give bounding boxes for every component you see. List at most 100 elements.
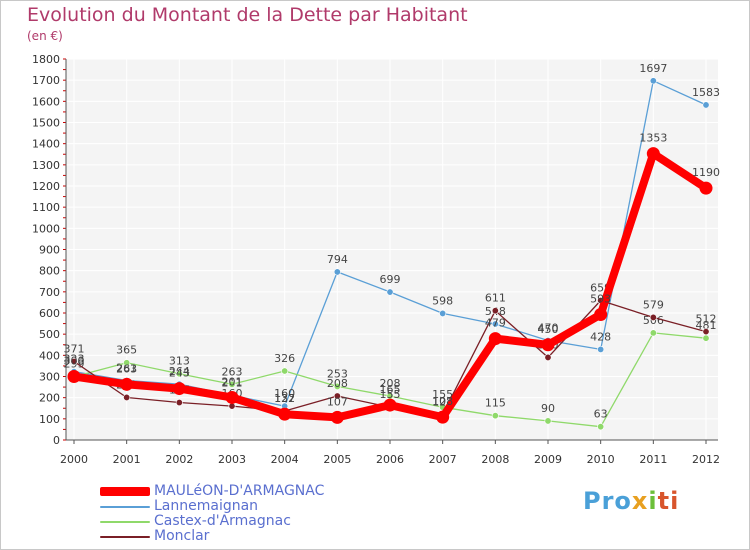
y-tick-label: 700	[39, 286, 60, 299]
legend-swatch	[100, 487, 150, 496]
x-tick-label: 2005	[323, 453, 351, 466]
data-point	[228, 380, 236, 388]
y-tick-label: 1000	[32, 222, 60, 235]
y-tick-label: 1200	[32, 180, 60, 193]
data-label: 115	[485, 397, 506, 410]
chart-subtitle: (en €)	[27, 29, 63, 43]
data-point	[646, 147, 660, 161]
data-point	[702, 328, 710, 336]
data-point	[278, 407, 292, 421]
proxiti-logo: Proxiti	[583, 487, 680, 515]
legend-item: Lannemaignan	[100, 499, 420, 514]
chart-legend: MAULéON-D'ARMAGNAC Lannemaignan Castex-d'A…	[100, 484, 420, 544]
data-label: 481	[696, 319, 717, 332]
data-label: 253	[327, 367, 348, 380]
x-tick-label: 2001	[113, 453, 141, 466]
legend-label: Castex-d'Armagnac	[154, 513, 291, 529]
chart-title: Evolution du Montant de la Dette par Hab…	[27, 4, 468, 26]
data-point	[491, 412, 499, 420]
y-tick-label: 900	[39, 244, 60, 257]
data-label: 263	[222, 365, 243, 378]
y-tick-label: 1300	[32, 159, 60, 172]
legend-item: MAULéON-D'ARMAGNAC	[100, 484, 420, 499]
x-tick-label: 2011	[639, 453, 667, 466]
data-label: 107	[327, 395, 348, 408]
data-point	[544, 417, 552, 425]
data-point	[333, 382, 341, 390]
data-point	[172, 382, 186, 396]
data-label: 160	[274, 387, 295, 400]
data-point	[383, 398, 397, 412]
data-label: 1583	[692, 86, 720, 99]
data-label: 470	[538, 322, 559, 335]
data-label: 208	[327, 377, 348, 390]
x-tick-label: 2002	[165, 453, 193, 466]
legend-swatch	[100, 520, 150, 523]
legend-item: Castex-d'Armagnac	[100, 514, 420, 529]
legend-item: Monclar	[100, 529, 420, 544]
data-label: 201	[222, 375, 243, 388]
data-point	[436, 410, 450, 424]
data-point	[175, 370, 183, 378]
data-label: 611	[485, 292, 506, 305]
data-label: 63	[594, 408, 608, 421]
y-tick-label: 300	[39, 371, 60, 384]
y-tick-label: 1700	[32, 74, 60, 87]
y-tick-label: 600	[39, 307, 60, 320]
data-point	[225, 390, 239, 404]
data-label: 243	[169, 367, 190, 380]
x-tick-label: 2010	[587, 453, 615, 466]
legend-label: Monclar	[154, 528, 210, 544]
x-tick-label: 2000	[60, 453, 88, 466]
data-label: 313	[169, 355, 190, 368]
data-label: 165	[380, 383, 401, 396]
y-tick-label: 100	[39, 413, 60, 426]
x-tick-label: 2007	[429, 453, 457, 466]
x-tick-label: 2009	[534, 453, 562, 466]
data-point	[123, 359, 131, 367]
data-point	[594, 307, 608, 321]
data-label: 108	[432, 395, 453, 408]
x-tick-label: 2004	[271, 453, 299, 466]
data-label: 122	[274, 392, 295, 405]
data-point	[123, 393, 131, 401]
legend-label: Lannemaignan	[154, 498, 259, 514]
data-point	[330, 410, 344, 424]
legend-swatch	[100, 505, 150, 508]
data-point	[491, 307, 499, 315]
data-point	[541, 338, 555, 352]
legend-label: MAULéON-D'ARMAGNAC	[154, 483, 325, 499]
data-label: 1190	[692, 166, 720, 179]
data-point	[281, 367, 289, 375]
data-point	[120, 377, 134, 391]
y-tick-label: 1800	[32, 53, 60, 66]
data-label: 263	[116, 362, 137, 375]
x-tick-label: 2006	[376, 453, 404, 466]
data-label: 326	[274, 352, 295, 365]
data-label: 479	[485, 317, 506, 330]
data-point	[597, 423, 605, 431]
data-label: 155	[380, 388, 401, 401]
data-label: 137	[274, 392, 295, 405]
y-tick-label: 800	[39, 265, 60, 278]
data-label: 450	[538, 323, 559, 336]
data-label: 598	[432, 294, 453, 307]
y-tick-label: 1100	[32, 201, 60, 214]
data-label: 90	[541, 402, 555, 415]
data-point	[439, 309, 447, 317]
data-point	[386, 288, 394, 296]
data-point	[175, 399, 183, 407]
data-point	[70, 357, 78, 365]
data-label: 512	[696, 313, 717, 326]
data-point	[333, 268, 341, 276]
y-tick-label: 1400	[32, 138, 60, 151]
data-point	[649, 329, 657, 337]
x-tick-label: 2012	[692, 453, 720, 466]
legend-swatch	[100, 535, 150, 538]
data-point	[699, 181, 713, 195]
data-label: 699	[380, 273, 401, 286]
data-label: 593	[590, 292, 611, 305]
y-tick-label: 1500	[32, 117, 60, 130]
data-point	[649, 77, 657, 85]
y-tick-label: 1600	[32, 95, 60, 108]
